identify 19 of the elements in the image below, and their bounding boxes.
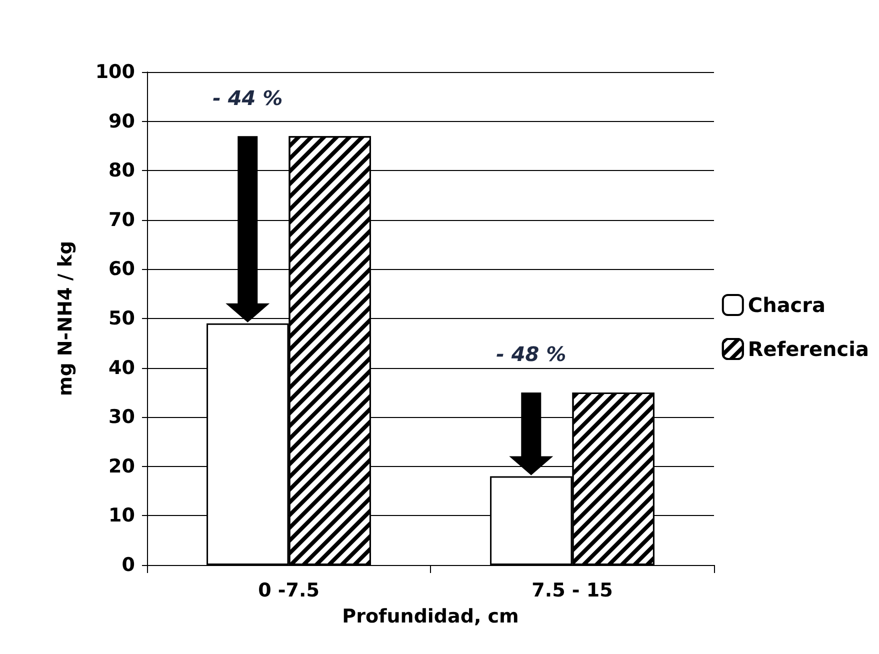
y-tick-label: 60 bbox=[108, 258, 135, 280]
y-tick-label: 70 bbox=[108, 208, 135, 231]
y-axis-title: mg N-NH4 / kg bbox=[54, 240, 76, 396]
y-tick-label: 50 bbox=[108, 308, 135, 330]
y-tick-label: 90 bbox=[108, 110, 135, 132]
y-tick-label: 80 bbox=[108, 160, 135, 182]
y-tick-label: 0 bbox=[122, 554, 135, 576]
legend-label: Referencia bbox=[748, 337, 870, 361]
y-tick-label: 100 bbox=[95, 61, 135, 83]
y-tick-label: 10 bbox=[108, 504, 135, 527]
y-tick-label: 30 bbox=[108, 406, 135, 428]
x-axis-title: Profundidad, cm bbox=[342, 606, 519, 628]
y-tick-label: 20 bbox=[108, 455, 135, 478]
legend-label: Chacra bbox=[748, 293, 826, 317]
x-tick-label: 0 -7.5 bbox=[258, 580, 320, 602]
x-tick-label: 7.5 - 15 bbox=[532, 580, 613, 602]
annotation: - 48 % bbox=[488, 342, 574, 366]
annotation: - 44 % bbox=[204, 86, 291, 110]
y-tick-label: 40 bbox=[108, 356, 135, 379]
